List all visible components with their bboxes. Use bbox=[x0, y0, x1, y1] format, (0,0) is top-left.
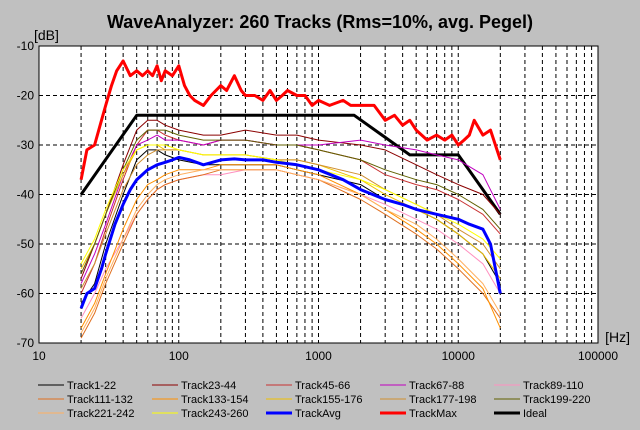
legend-label: Ideal bbox=[523, 408, 547, 420]
y-tick-label: -50 bbox=[17, 237, 35, 251]
series-line-ideal bbox=[79, 113, 502, 216]
x-tick-label: 10000 bbox=[442, 349, 476, 363]
legend-label: Track111-132 bbox=[67, 394, 133, 406]
y-tick-label: -30 bbox=[17, 138, 35, 152]
ideal-layer bbox=[79, 113, 502, 216]
x-tick-label: 10 bbox=[32, 349, 46, 363]
legend-label: Track133-154 bbox=[181, 394, 248, 406]
x-tick-label: 100000 bbox=[578, 349, 618, 363]
x-tick-label: 100 bbox=[169, 349, 189, 363]
x-tick-label: 1000 bbox=[305, 349, 332, 363]
y-tick-label: -10 bbox=[17, 39, 35, 53]
legend-label: Track221-242 bbox=[67, 408, 134, 420]
x-axis-label: [Hz] bbox=[605, 329, 630, 345]
series-line-track199-220 bbox=[80, 129, 501, 274]
legend-label: Track243-260 bbox=[181, 408, 248, 420]
legend-label: Track177-198 bbox=[409, 394, 476, 406]
legend-label: Track23-44 bbox=[181, 380, 236, 392]
y-tick-label: -40 bbox=[17, 188, 35, 202]
series-line-track133-154 bbox=[80, 164, 501, 329]
series-layer bbox=[79, 59, 502, 339]
legend-label: Track155-176 bbox=[295, 394, 362, 406]
series-line-trackavg bbox=[79, 155, 502, 309]
series-line-track243-260 bbox=[80, 144, 501, 265]
y-axis-label: [dB] bbox=[34, 27, 59, 43]
y-tick-label: -20 bbox=[17, 89, 35, 103]
series-line-track89-110 bbox=[80, 169, 501, 319]
y-tick-label: -60 bbox=[17, 287, 35, 301]
series-line-track221-242 bbox=[80, 169, 501, 334]
legend-label: Track89-110 bbox=[523, 380, 584, 392]
legend-label: TrackMax bbox=[409, 408, 457, 420]
y-tick-label: -70 bbox=[17, 336, 35, 350]
legend-label: Track199-220 bbox=[523, 394, 590, 406]
legend-label: Track1-22 bbox=[67, 380, 116, 392]
chart-title: WaveAnalyzer: 260 Tracks (Rms=10%, avg. … bbox=[107, 12, 533, 32]
legend-label: TrackAvg bbox=[295, 408, 341, 420]
series-line-track23-44 bbox=[80, 119, 501, 279]
legend-label: Track45-66 bbox=[295, 380, 350, 392]
series-line-trackmax bbox=[79, 59, 502, 180]
legend-label: Track67-88 bbox=[409, 380, 464, 392]
plot-frame bbox=[38, 45, 599, 344]
legend: Track1-22 Track23-44 Track45-66 Track67-88 T… bbox=[38, 380, 590, 420]
